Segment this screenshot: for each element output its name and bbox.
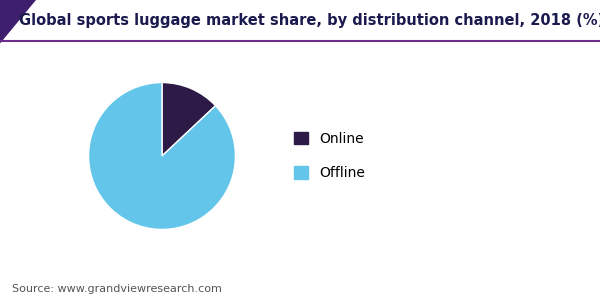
Legend: Online, Offline: Online, Offline [294, 132, 365, 180]
Wedge shape [162, 82, 215, 156]
Polygon shape [0, 0, 36, 44]
Wedge shape [89, 82, 235, 230]
Text: Source: www.grandviewresearch.com: Source: www.grandviewresearch.com [12, 284, 222, 294]
Text: Global sports luggage market share, by distribution channel, 2018 (%): Global sports luggage market share, by d… [19, 14, 600, 28]
